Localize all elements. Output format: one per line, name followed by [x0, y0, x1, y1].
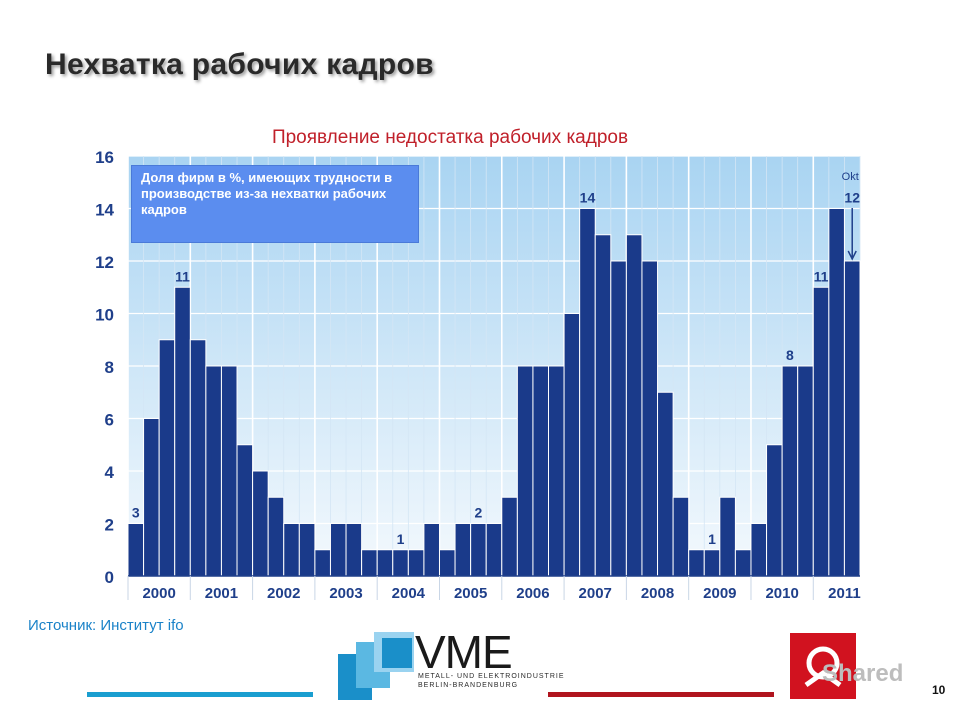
vme-subtitle-line-1: METALL- UND ELEKTROINDUSTRIE [418, 673, 565, 680]
bar [594, 234, 612, 577]
bar [781, 365, 799, 577]
footer-accent-line-cyan [87, 692, 313, 697]
data-label: 11 [814, 268, 829, 284]
x-tick-label: 2000 [142, 585, 175, 602]
source-note: Источник: Институт ifo [28, 617, 184, 634]
bar [283, 523, 300, 577]
x-tick-label: 2008 [641, 585, 674, 602]
bar [454, 523, 472, 577]
bar [205, 365, 222, 577]
bar [797, 365, 814, 577]
y-tick-label: 14 [95, 201, 114, 220]
bar [641, 260, 659, 577]
bar [548, 365, 565, 577]
x-tick-label: 2005 [454, 585, 487, 602]
y-tick-label: 2 [105, 516, 114, 535]
y-tick-label: 10 [95, 306, 114, 325]
data-label: 1 [397, 531, 405, 547]
x-tick-label: 2003 [329, 585, 362, 602]
bar [470, 523, 487, 577]
x-tick-label: 2004 [392, 585, 426, 602]
bar [267, 496, 285, 577]
y-tick-label: 4 [105, 463, 115, 482]
annotation-okt: Okt [842, 171, 859, 183]
watermark-text: Shared [822, 660, 904, 687]
bar [828, 208, 845, 577]
vme-logo-subtitle: METALL- UND ELEKTROINDUSTRIE BERLIN-BRAN… [418, 672, 565, 690]
bar [501, 496, 518, 577]
bar [252, 470, 269, 577]
bar [843, 260, 861, 577]
data-label: 12 [844, 190, 860, 206]
x-tick-label: 2009 [703, 585, 736, 602]
bar [158, 339, 176, 577]
bar [532, 365, 550, 577]
data-label: 8 [786, 347, 794, 363]
x-tick-label: 2002 [267, 585, 300, 602]
bar [392, 549, 409, 577]
bar [438, 549, 456, 577]
bar [236, 444, 254, 577]
bar [657, 391, 674, 577]
bar [423, 523, 440, 577]
bar [688, 549, 705, 577]
bar [625, 234, 643, 577]
slide-title: Нехватка рабочих кадров [45, 48, 434, 81]
bar [766, 444, 783, 577]
bar [361, 549, 378, 577]
vme-logo-text: VME [415, 626, 513, 678]
y-tick-label: 0 [105, 568, 114, 587]
x-tick-label: 2006 [516, 585, 549, 602]
data-label: 3 [132, 505, 140, 521]
ig-metall-logo [790, 633, 856, 699]
bar [174, 286, 191, 577]
bar [812, 286, 830, 577]
chart-title: Проявление недостатка рабочих кадров [271, 127, 629, 148]
data-label: 14 [580, 190, 596, 206]
bar [329, 523, 347, 577]
bar [314, 549, 331, 577]
y-tick-label: 8 [105, 358, 114, 377]
bar [127, 523, 145, 577]
bar [485, 523, 503, 577]
footer-accent-line-red [548, 692, 774, 697]
bar [719, 496, 736, 577]
bar [376, 549, 394, 577]
vme-subtitle-line-2: BERLIN-BRANDENBURG [418, 682, 519, 689]
data-label: 2 [475, 505, 483, 521]
x-tick-label: 2001 [205, 585, 238, 602]
bar [298, 523, 316, 577]
y-tick-label: 6 [105, 411, 114, 430]
data-label: 11 [175, 268, 190, 284]
bar [189, 339, 207, 577]
bar [703, 549, 721, 577]
data-label: 1 [708, 531, 716, 547]
x-tick-label: 2011 [828, 585, 861, 602]
bar [750, 523, 768, 577]
vme-logo [338, 632, 414, 700]
bar [345, 523, 363, 577]
page-number: 10 [932, 683, 946, 697]
bar [579, 208, 596, 577]
legend-box: Доля фирм в %, имеющих трудности в произ… [131, 165, 419, 243]
bar [516, 365, 534, 577]
bar [143, 418, 160, 577]
y-tick-label: 12 [95, 253, 114, 272]
bar [610, 260, 627, 577]
x-tick-label: 2007 [579, 585, 612, 602]
x-tick-label: 2010 [765, 585, 798, 602]
bar [563, 313, 581, 577]
bar [672, 496, 690, 577]
y-tick-label: 16 [95, 148, 114, 167]
bar [220, 365, 238, 577]
bar [734, 549, 752, 577]
annotation-arrowhead [847, 250, 857, 261]
bar [407, 549, 425, 577]
